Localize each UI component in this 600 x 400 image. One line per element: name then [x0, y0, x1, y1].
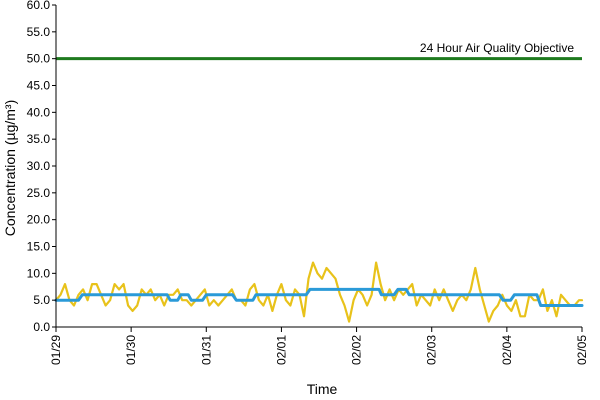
x-tick-label: 02/03 [425, 335, 439, 365]
y-tick-label: 55.0 [27, 25, 51, 39]
x-tick-label: 01/29 [49, 335, 63, 365]
x-tick-label: 02/01 [274, 335, 288, 365]
x-tick-label: 02/05 [575, 335, 589, 365]
series-line-rolling [54, 287, 584, 307]
x-tick-label: 02/02 [350, 335, 364, 365]
y-tick-label: 10.0 [27, 266, 51, 280]
objective-label: 24 Hour Air Quality Objective [420, 41, 574, 55]
x-tick-label: 02/04 [500, 335, 514, 365]
y-tick-label: 30.0 [27, 159, 51, 173]
y-tick-label: 0.0 [33, 320, 50, 334]
x-tick-label: 01/30 [124, 335, 138, 365]
y-tick-label: 15.0 [27, 240, 51, 254]
x-axis-title: Time [307, 381, 338, 397]
y-tick-label: 45.0 [27, 79, 51, 93]
y-tick-label: 60.0 [27, 0, 51, 12]
y-tick-label: 25.0 [27, 186, 51, 200]
y-tick-label: 20.0 [27, 213, 51, 227]
y-tick-label: 35.0 [27, 132, 51, 146]
y-tick-label: 5.0 [33, 293, 50, 307]
x-tick-label: 01/31 [199, 335, 213, 365]
y-axis-title: Concentration (µg/m³) [2, 100, 18, 236]
series-line-hourly [54, 261, 584, 323]
y-tick-label: 40.0 [27, 105, 51, 119]
y-tick-label: 50.0 [27, 52, 51, 66]
